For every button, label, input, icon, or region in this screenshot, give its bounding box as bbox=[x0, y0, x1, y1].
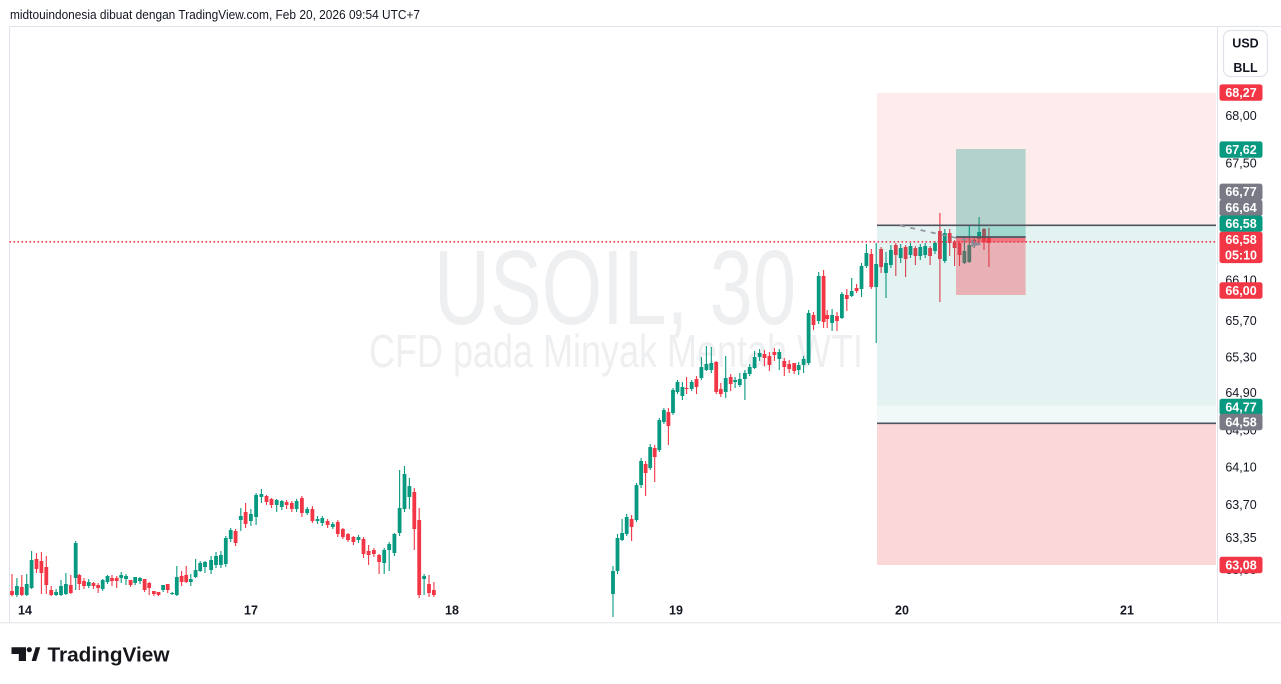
svg-text:21: 21 bbox=[1120, 604, 1134, 618]
svg-text:63,08: 63,08 bbox=[1225, 558, 1256, 572]
svg-text:65,30: 65,30 bbox=[1225, 350, 1256, 364]
svg-text:64,90: 64,90 bbox=[1225, 386, 1256, 400]
svg-text:USOIL, 30: USOIL, 30 bbox=[434, 229, 796, 347]
svg-text:63,35: 63,35 bbox=[1225, 531, 1256, 545]
svg-text:66,58: 66,58 bbox=[1225, 217, 1256, 231]
svg-text:17: 17 bbox=[244, 604, 258, 618]
svg-text:TradingView: TradingView bbox=[48, 644, 170, 666]
svg-text:64,77: 64,77 bbox=[1225, 400, 1256, 414]
svg-text:66,00: 66,00 bbox=[1225, 284, 1256, 298]
svg-text:midtouindonesia dibuat dengan: midtouindonesia dibuat dengan TradingVie… bbox=[10, 7, 420, 22]
svg-text:66,58: 66,58 bbox=[1225, 233, 1256, 247]
svg-text:14: 14 bbox=[18, 604, 32, 618]
svg-text:19: 19 bbox=[669, 604, 683, 618]
svg-text:66,77: 66,77 bbox=[1225, 185, 1256, 199]
svg-text:64,58: 64,58 bbox=[1225, 415, 1256, 429]
svg-text:BLL: BLL bbox=[1233, 61, 1258, 75]
svg-text:20: 20 bbox=[895, 604, 909, 618]
svg-text:68,00: 68,00 bbox=[1225, 109, 1256, 123]
svg-text:18: 18 bbox=[445, 604, 459, 618]
svg-text:64,10: 64,10 bbox=[1225, 460, 1256, 474]
svg-text:USD: USD bbox=[1232, 37, 1258, 51]
svg-text:63,70: 63,70 bbox=[1225, 498, 1256, 512]
svg-text:CFD pada Minyak Mentah WTI: CFD pada Minyak Mentah WTI bbox=[369, 325, 863, 377]
svg-text:65,70: 65,70 bbox=[1225, 314, 1256, 328]
svg-text:05:10: 05:10 bbox=[1225, 248, 1257, 262]
svg-text:67,50: 67,50 bbox=[1225, 156, 1256, 170]
svg-text:68,27: 68,27 bbox=[1225, 86, 1256, 100]
svg-text:67,62: 67,62 bbox=[1225, 143, 1256, 157]
svg-text:66,64: 66,64 bbox=[1225, 201, 1256, 215]
